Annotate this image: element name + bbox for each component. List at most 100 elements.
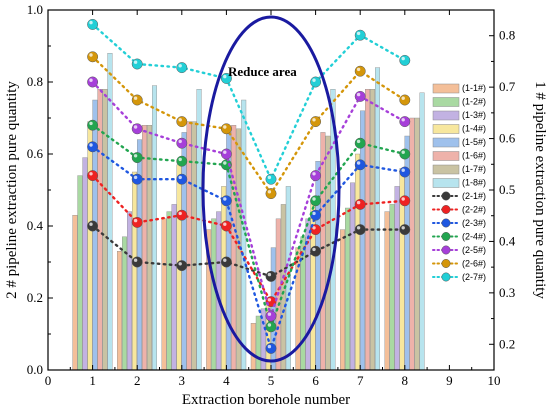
point-highlight [178, 262, 182, 266]
bar [141, 124, 147, 371]
y-right-tick-label: 0.4 [499, 233, 516, 248]
point [87, 76, 99, 88]
legend-swatch [432, 83, 460, 94]
point-highlight [267, 323, 272, 327]
y-left-tick-label: 0.2 [27, 290, 43, 305]
point [176, 62, 188, 74]
point [220, 220, 232, 232]
point [87, 18, 99, 30]
reduce-area-ellipse [201, 15, 341, 363]
point-highlight [133, 96, 138, 100]
point [87, 220, 99, 232]
bar [394, 186, 400, 371]
legend-marker [441, 272, 451, 282]
legend-label: (1-7#) [462, 164, 486, 174]
bar [116, 250, 122, 371]
bar [196, 88, 202, 371]
bar [121, 236, 127, 371]
point-highlight [223, 161, 227, 165]
x-axis-title: Extraction borehole number [182, 392, 350, 408]
point-highlight [356, 161, 361, 165]
bar [146, 124, 152, 371]
point-highlight [178, 139, 182, 144]
x-tick-label: 10 [488, 373, 501, 388]
legend-marker [441, 232, 451, 241]
y-left-axis-title: 2 # pipeline extraction pure quantity [4, 81, 20, 299]
legend-label: (2-5#) [462, 245, 486, 255]
reduce-area-label: Reduce area [228, 64, 297, 79]
point [354, 65, 366, 77]
point [354, 29, 366, 41]
bar [211, 218, 217, 371]
y-right-tick-label: 0.6 [499, 131, 516, 146]
bar [87, 121, 93, 371]
point [399, 116, 411, 128]
point [131, 152, 143, 164]
point [176, 155, 188, 167]
point-highlight [223, 197, 227, 201]
point-highlight [223, 150, 227, 154]
bar [355, 153, 361, 371]
point-highlight [178, 118, 182, 122]
bar [375, 67, 381, 371]
legend-label: (2-6#) [462, 259, 486, 269]
point [310, 116, 322, 128]
point-highlight [312, 247, 316, 252]
point [399, 166, 411, 178]
legend-label: (1-5#) [462, 137, 486, 147]
point [265, 321, 277, 333]
bar [340, 229, 346, 371]
legend-label: (1-8#) [462, 178, 486, 188]
point-highlight [356, 92, 361, 97]
bar [186, 121, 192, 371]
y-right-tick-label: 0.7 [499, 79, 516, 94]
point-highlight [133, 258, 138, 262]
point [131, 173, 143, 185]
bar [360, 110, 366, 371]
line-marks [87, 18, 411, 354]
point [131, 58, 143, 70]
point [176, 116, 188, 128]
point [399, 94, 411, 106]
point [310, 195, 322, 207]
bar [126, 211, 132, 371]
point [265, 342, 277, 354]
point-highlight [312, 172, 316, 176]
point [265, 310, 277, 322]
point [310, 245, 322, 257]
point-highlight [401, 197, 405, 201]
bar [102, 88, 108, 371]
point-highlight [178, 211, 182, 216]
point [220, 195, 232, 207]
legend-label: (2-4#) [462, 232, 486, 242]
point [354, 137, 366, 149]
point [176, 260, 188, 272]
point-highlight [178, 175, 182, 180]
bar [414, 117, 420, 371]
point [354, 198, 366, 210]
point [131, 216, 143, 228]
y-right-tick-label: 0.2 [499, 336, 515, 351]
bar [384, 211, 390, 371]
point [176, 209, 188, 221]
point-highlight [312, 78, 316, 82]
point [87, 170, 99, 182]
y-left-tick-label: 0.4 [27, 218, 44, 233]
bar [161, 218, 167, 371]
bar [181, 132, 187, 371]
point-highlight [133, 154, 138, 158]
legend: (1-1#) (1-2#) (1-3#) (1-4#) (1-5#) (1-6#) (1-7… [432, 83, 486, 282]
point-highlight [312, 211, 316, 216]
point-highlight [89, 20, 93, 25]
series-line [91, 23, 406, 183]
point-highlight [401, 96, 405, 100]
legend-label: (1-2#) [462, 97, 486, 107]
x-tick-label: 0 [45, 373, 52, 388]
point-highlight [401, 56, 405, 61]
y-right-tick-label: 0.3 [499, 285, 515, 300]
legend-swatch [432, 137, 460, 148]
bar [191, 121, 197, 371]
legend-swatch [432, 178, 460, 188]
bar [166, 211, 172, 371]
legend-label: (2-3#) [462, 218, 486, 228]
